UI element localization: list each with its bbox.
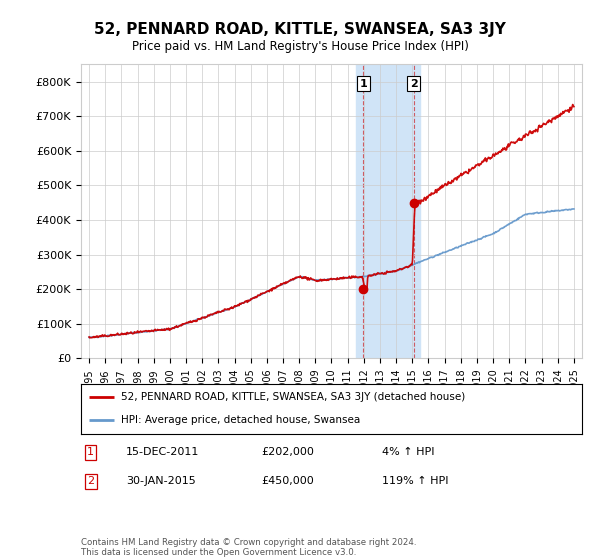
- Text: 119% ↑ HPI: 119% ↑ HPI: [382, 476, 448, 486]
- Text: 1: 1: [87, 447, 94, 457]
- Text: 30-JAN-2015: 30-JAN-2015: [126, 476, 196, 486]
- Text: £202,000: £202,000: [262, 447, 314, 457]
- Text: 15-DEC-2011: 15-DEC-2011: [126, 447, 199, 457]
- Text: HPI: Average price, detached house, Swansea: HPI: Average price, detached house, Swan…: [121, 416, 361, 426]
- Text: 2: 2: [410, 78, 418, 88]
- Bar: [356, 64, 421, 358]
- Text: 52, PENNARD ROAD, KITTLE, SWANSEA, SA3 3JY: 52, PENNARD ROAD, KITTLE, SWANSEA, SA3 3…: [94, 22, 506, 38]
- Text: 1: 1: [359, 78, 367, 88]
- Text: 2: 2: [87, 476, 94, 486]
- Text: £450,000: £450,000: [262, 476, 314, 486]
- Text: 52, PENNARD ROAD, KITTLE, SWANSEA, SA3 3JY (detached house): 52, PENNARD ROAD, KITTLE, SWANSEA, SA3 3…: [121, 392, 466, 402]
- Text: Contains HM Land Registry data © Crown copyright and database right 2024.
This d: Contains HM Land Registry data © Crown c…: [81, 538, 416, 557]
- Text: 4% ↑ HPI: 4% ↑ HPI: [382, 447, 434, 457]
- Text: Price paid vs. HM Land Registry's House Price Index (HPI): Price paid vs. HM Land Registry's House …: [131, 40, 469, 53]
